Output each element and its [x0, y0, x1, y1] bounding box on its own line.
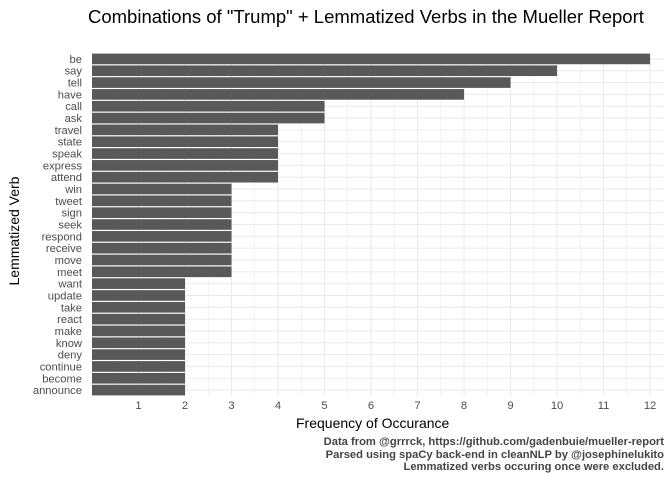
y-tick-label: deny	[58, 350, 83, 362]
x-tick-label: 6	[368, 400, 374, 412]
y-tick-label: react	[57, 314, 83, 326]
y-tick-label: take	[61, 302, 82, 314]
y-tick-label: tell	[68, 78, 82, 90]
bar-want	[92, 278, 186, 289]
bar-travel	[92, 124, 279, 136]
caption-line-1: Data from @grrrck, https://github.com/ga…	[323, 436, 664, 448]
y-tick-label: speak	[52, 149, 82, 161]
bar-tell	[92, 77, 511, 88]
x-tick-label: 4	[275, 400, 281, 412]
y-tick-label: make	[55, 326, 82, 338]
bar-continue	[92, 361, 186, 372]
y-tick-label: sign	[61, 208, 82, 220]
bar-speak	[92, 148, 279, 159]
y-tick-label: have	[58, 89, 82, 101]
y-tick-label: meet	[57, 267, 83, 279]
bar-move	[92, 254, 232, 266]
y-tick-label: express	[43, 160, 83, 172]
y-tick-label: become	[42, 373, 82, 385]
bar-seek	[92, 219, 232, 230]
y-tick-label: say	[65, 66, 83, 78]
caption-line-3: Lemmatized verbs occuring once were excl…	[403, 461, 664, 474]
caption: Data from @grrrck, https://github.com/ga…	[324, 436, 664, 474]
bar-react	[92, 313, 186, 325]
bar-attend	[92, 171, 279, 183]
y-tick-label: seek	[58, 220, 82, 232]
y-tick-labels: besaytellhavecallasktravelstatespeakexpr…	[33, 54, 83, 397]
bar-become	[92, 372, 186, 384]
bar-make	[92, 325, 186, 337]
bar-win	[92, 183, 232, 195]
bar-express	[92, 160, 279, 171]
bar-announce	[92, 384, 186, 396]
x-tick-label: 7	[414, 400, 420, 412]
x-tick-label: 1	[135, 400, 141, 412]
bar-tweet	[92, 195, 232, 207]
bar-receive	[92, 242, 232, 254]
x-tick-label: 11	[598, 400, 610, 412]
x-tick-label: 5	[321, 400, 327, 412]
bar-call	[92, 100, 325, 112]
caption-line-2: Parsed using spaCy back-end in cleanNLP …	[325, 448, 664, 461]
bar-ask	[92, 112, 325, 124]
bar-deny	[92, 349, 186, 360]
y-tick-label: tweet	[55, 196, 83, 208]
y-tick-label: win	[64, 184, 82, 196]
bar-say	[92, 65, 558, 77]
x-tick-label: 3	[228, 400, 234, 412]
bar-know	[92, 337, 186, 349]
y-tick-label: respond	[42, 231, 82, 243]
bar-meet	[92, 266, 232, 278]
y-tick-label: update	[48, 290, 82, 302]
y-tick-label: continue	[40, 361, 82, 373]
x-tick-label: 8	[461, 400, 467, 412]
chart-title: Combinations of "Trump" + Lemmatized Ver…	[88, 6, 644, 27]
bar-take	[92, 301, 186, 313]
y-tick-label: state	[58, 137, 82, 149]
bar-have	[92, 89, 465, 100]
y-tick-label: ask	[65, 113, 83, 125]
bars	[92, 53, 651, 396]
bar-be	[92, 53, 651, 65]
x-axis-label: Frequency of Occurance	[296, 415, 450, 431]
x-tick-label: 2	[182, 400, 188, 412]
y-tick-label: receive	[46, 243, 82, 255]
y-tick-label: announce	[33, 385, 82, 397]
bar-respond	[92, 231, 232, 242]
x-tick-labels: 1 2 3 4 5 6 7 8 9 10 11 12	[135, 400, 656, 412]
y-tick-label: know	[56, 338, 83, 350]
x-tick-label: 9	[507, 400, 513, 412]
y-tick-label: be	[70, 54, 82, 66]
x-tick-label: 10	[551, 400, 563, 412]
bar-sign	[92, 207, 232, 218]
bar-update	[92, 290, 186, 301]
y-tick-label: attend	[51, 172, 82, 184]
x-tick-label: 12	[644, 400, 656, 412]
y-tick-label: move	[55, 255, 82, 267]
y-tick-label: want	[57, 279, 83, 291]
y-tick-label: travel	[55, 125, 82, 137]
bar-state	[92, 136, 279, 148]
y-tick-label: call	[65, 101, 82, 113]
